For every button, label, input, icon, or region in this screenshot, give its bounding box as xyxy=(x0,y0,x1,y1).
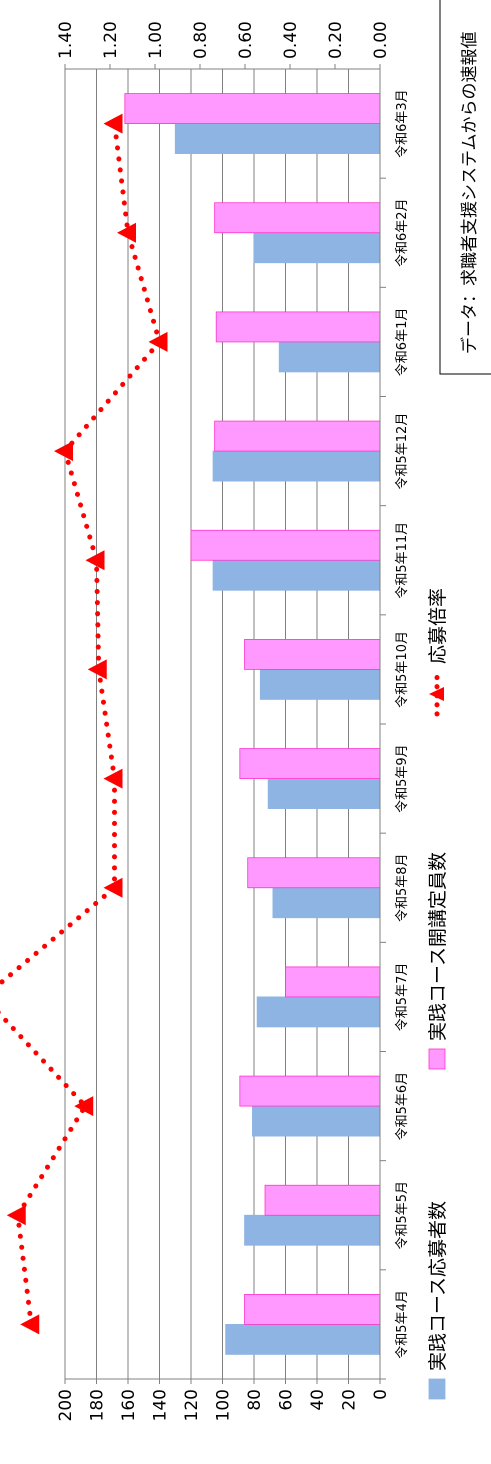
category-label: 令和5年11月 xyxy=(395,522,410,599)
gridlines xyxy=(64,69,349,1379)
left-axis-tick-label: 80 xyxy=(245,1389,265,1411)
right-axis-tick-label: 0.80 xyxy=(191,21,211,59)
legend-swatch xyxy=(428,1048,446,1070)
ratio-marker xyxy=(74,1096,94,1117)
bar-applicants xyxy=(278,341,381,373)
left-axis-tick-label: 120 xyxy=(182,1389,202,1421)
bar-capacity xyxy=(215,311,381,343)
legend-marker xyxy=(429,687,444,701)
ratio-marker xyxy=(103,877,123,898)
right-axis-tick-label: 0.20 xyxy=(326,21,346,59)
category-label: 令和6年1月 xyxy=(395,308,410,377)
category-label: 令和5年8月 xyxy=(395,853,410,922)
bar-capacity xyxy=(244,639,381,670)
left-axis-tick-label: 180 xyxy=(88,1389,108,1421)
right-axis-tick-label: 0.00 xyxy=(371,21,391,59)
category-label: 令和5年10月 xyxy=(395,631,410,708)
bar-capacity xyxy=(239,748,381,779)
left-axis-tick-label: 0 xyxy=(371,1389,391,1400)
bar-capacity xyxy=(264,1184,381,1216)
bar-applicants xyxy=(174,123,381,154)
axes: 0 20 40 60 80 100 120 140 160 180 200 0.00 0.20 0.40 0… xyxy=(56,21,410,1421)
bar-capacity xyxy=(239,1075,381,1107)
left-axis-tick-label: 140 xyxy=(151,1389,171,1421)
bar-capacity xyxy=(247,857,381,889)
left-axis-tick-label: 200 xyxy=(56,1389,76,1421)
bar-applicants xyxy=(267,778,381,809)
right-axis-tick-label: 0.60 xyxy=(236,21,256,59)
bar-capacity xyxy=(124,93,381,124)
ratio-marker xyxy=(20,1314,40,1335)
bar-applicants xyxy=(212,559,381,591)
ratio-marker xyxy=(148,331,168,352)
bar-capacity xyxy=(214,202,381,234)
category-label: 令和5年12月 xyxy=(395,413,410,490)
bar-applicants xyxy=(253,232,381,264)
bar-applicants xyxy=(259,669,381,700)
ratio-series-line xyxy=(0,121,163,1327)
ratio-marker xyxy=(103,113,123,134)
ratio-marker xyxy=(117,222,136,243)
category-label: 令和6年3月 xyxy=(395,89,410,158)
bar-applicants xyxy=(244,1214,381,1246)
ratio-marker xyxy=(6,1205,26,1226)
category-label: 令和5年4月 xyxy=(395,1290,410,1359)
category-label: 令和5年6月 xyxy=(395,1072,410,1141)
bar-applicants xyxy=(212,450,381,482)
note-text: データ：求職者支援システムからの速報値 xyxy=(459,32,480,355)
legend-swatch xyxy=(428,1378,446,1400)
bar-applicants xyxy=(256,996,381,1028)
left-axis-tick-label: 20 xyxy=(340,1389,360,1411)
ratio-marker xyxy=(85,550,105,571)
left-axis-tick-label: 160 xyxy=(119,1389,139,1421)
right-axis-tick-label: 0.40 xyxy=(281,21,301,59)
legend-label: 実践コース応募者数 xyxy=(427,1201,449,1371)
bar-applicants xyxy=(252,1105,381,1137)
bar-applicants xyxy=(225,1324,381,1355)
legend-label: 実践コース開講定員数 xyxy=(427,852,449,1041)
category-label: 令和5年7月 xyxy=(395,963,410,1032)
left-axis-tick-label: 60 xyxy=(277,1389,297,1411)
bars xyxy=(124,93,381,1355)
ratio-marker xyxy=(87,659,107,680)
bar-capacity xyxy=(285,966,381,998)
category-label: 令和6年2月 xyxy=(395,198,410,267)
ratio-line xyxy=(0,113,168,1335)
right-axis-tick-label: 1.40 xyxy=(56,21,76,59)
left-axis-tick-label: 40 xyxy=(308,1389,328,1411)
right-axis-tick-label: 1.20 xyxy=(101,21,121,59)
category-label: 令和5年5月 xyxy=(395,1181,410,1250)
note-border xyxy=(439,0,491,375)
note-box: データ：求職者支援システムからの速報値 xyxy=(439,0,491,375)
category-label: 令和5年9月 xyxy=(395,744,410,813)
bar-capacity xyxy=(214,420,381,452)
right-axis-tick-label: 1.00 xyxy=(146,21,166,59)
legend: 実践コース応募者数 実践コース開講定員数 応募倍率 xyxy=(427,588,449,1400)
bar-applicants xyxy=(272,887,381,919)
bar-capacity xyxy=(244,1294,381,1325)
ratio-marker xyxy=(103,768,123,789)
bar-capacity xyxy=(190,529,381,561)
legend-label: 応募倍率 xyxy=(427,588,449,664)
left-axis-tick-label: 100 xyxy=(214,1389,234,1421)
ratio-marker xyxy=(54,441,73,462)
